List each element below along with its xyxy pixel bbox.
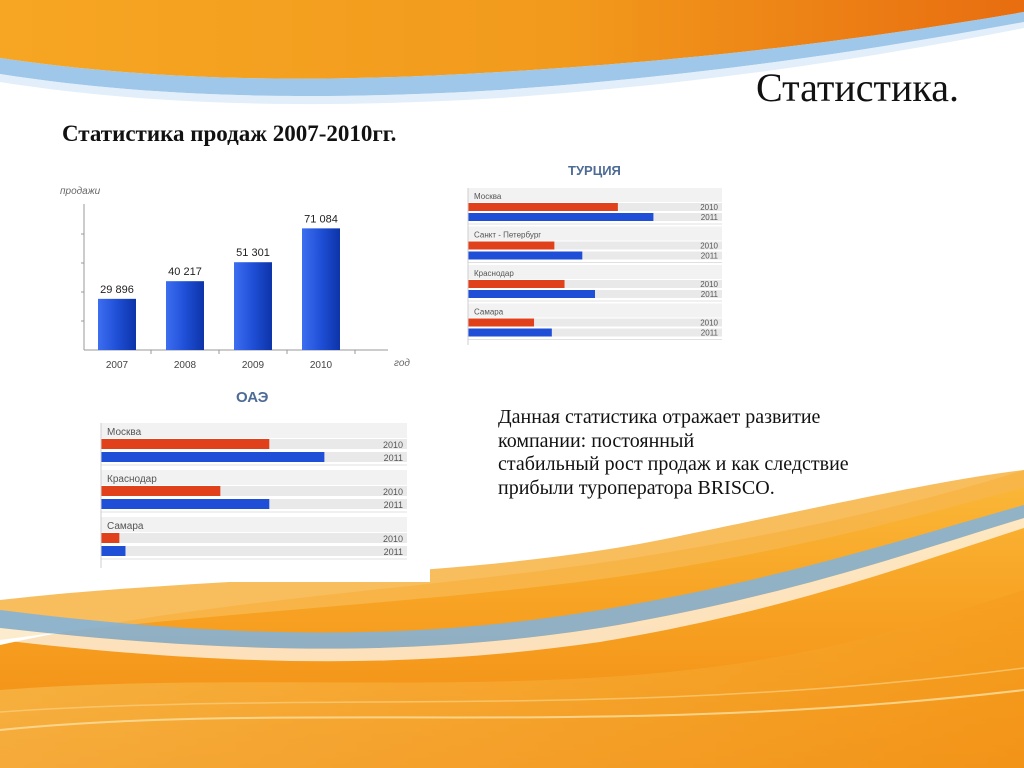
description-line: прибыли туроператора BRISCO.	[498, 476, 775, 499]
bar	[101, 499, 270, 509]
description-text: Данная статистика отражает развитие комп…	[498, 406, 958, 500]
bar	[101, 439, 270, 449]
group-label: Москва	[107, 427, 142, 438]
bar	[468, 280, 565, 288]
group-label: Самара	[474, 308, 504, 317]
series-label: 2010	[383, 487, 403, 497]
slide-subtitle: Статистика продаж 2007-2010гг.	[62, 121, 397, 146]
bar-track	[101, 486, 407, 496]
bar	[468, 318, 535, 327]
series-label: 2010	[700, 203, 718, 212]
bar	[468, 241, 555, 250]
top-blue-wave	[0, 12, 1024, 97]
bar	[302, 228, 340, 350]
series-label: 2011	[384, 547, 403, 557]
bar	[468, 328, 552, 337]
series-label: 2011	[701, 213, 719, 222]
group-label: Краснодар	[474, 269, 514, 278]
top-orange-wave	[0, 0, 1024, 79]
bottom-blue-wave	[0, 505, 1024, 649]
series-label: 2010	[700, 242, 718, 251]
group-header-band	[468, 188, 722, 202]
slide-title: Статистика.	[756, 65, 959, 110]
group-header-band	[101, 423, 407, 438]
group-header-band	[101, 470, 407, 485]
bar-track	[468, 241, 722, 250]
series-label: 2010	[383, 534, 403, 544]
bar	[101, 533, 120, 543]
bar	[101, 452, 325, 462]
x-tick-label: 2010	[310, 360, 333, 371]
group-label: Самара	[107, 521, 144, 532]
bar-track	[101, 546, 407, 556]
description-line: компании: постоянный	[498, 429, 695, 452]
bar-track	[468, 318, 722, 327]
chart-title: ОАЭ	[236, 389, 269, 406]
data-label: 29 896	[100, 284, 134, 296]
bar-track	[101, 533, 407, 543]
description-line: Данная статистика отражает развитие	[498, 406, 821, 428]
description-line: стабильный рост продаж и как следствие	[498, 453, 849, 475]
series-label: 2011	[701, 329, 719, 338]
series-label: 2010	[700, 280, 718, 289]
series-label: 2011	[701, 290, 719, 299]
group-header-band	[468, 226, 722, 241]
bar-track	[468, 280, 722, 288]
bar	[468, 203, 618, 211]
bar-track	[468, 328, 722, 337]
group-header-band	[468, 265, 722, 279]
x-tick-label: 2008	[174, 360, 197, 371]
bar	[98, 298, 136, 350]
sales-bar-chart: продажи год 29 896 2007 40 217 2008 51 301 2009…	[60, 186, 410, 371]
bar	[166, 281, 204, 350]
x-tick-label: 2009	[242, 360, 265, 371]
series-label: 2011	[384, 500, 403, 510]
y-axis-label: продажи	[60, 186, 101, 197]
series-label: 2010	[700, 319, 718, 328]
group-header-band	[101, 517, 407, 532]
bar	[468, 213, 654, 221]
group-label: Москва	[474, 192, 502, 201]
bar	[101, 546, 126, 556]
bar-track	[468, 251, 722, 260]
series-label: 2011	[701, 252, 719, 261]
uae-bar-chart: ОАЭ Москва 2010 2011 Краснодар 2010 2011 Самара…	[100, 389, 407, 568]
bar	[468, 290, 595, 298]
x-axis-label: год	[394, 358, 410, 369]
bar	[101, 486, 221, 496]
group-header-band	[468, 303, 722, 318]
series-label: 2010	[383, 440, 403, 450]
group-label: Краснодар	[107, 474, 157, 485]
data-label: 40 217	[168, 266, 202, 278]
bar	[234, 262, 272, 350]
chart-title: ТУРЦИЯ	[568, 163, 621, 178]
series-label: 2011	[384, 453, 403, 463]
group-label: Санкт - Петербург	[474, 231, 541, 240]
data-label: 51 301	[236, 247, 270, 259]
bar	[468, 251, 583, 260]
x-tick-label: 2007	[106, 360, 129, 371]
data-label: 71 084	[304, 213, 338, 225]
